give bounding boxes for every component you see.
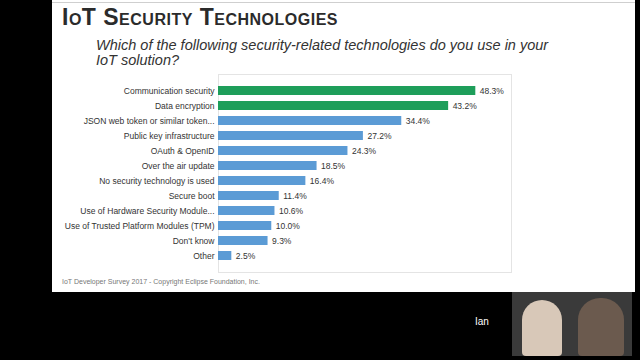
html-text:IoT Security Technologies: IoT Security Technologies	[62, 4, 338, 30]
svg-text:48.3%: 48.3%	[480, 86, 505, 96]
svg-text:Use of Hardware Security Modul: Use of Hardware Security Module...	[80, 206, 214, 216]
svg-text:Don't know: Don't know	[173, 236, 216, 246]
svg-text:18.5%: 18.5%	[321, 161, 346, 171]
svg-text:34.4%: 34.4%	[406, 116, 431, 126]
svg-text:24.3%: 24.3%	[352, 146, 377, 156]
svg-text:16.4%: 16.4%	[310, 176, 335, 186]
svg-text:10.0%: 10.0%	[276, 221, 301, 231]
svg-text:11.4%: 11.4%	[283, 191, 307, 201]
svg-text:9.3%: 9.3%	[272, 236, 292, 246]
html-text:IoT Developer Survey 2017 - Co: IoT Developer Survey 2017 - Copyright Ec…	[62, 278, 260, 285]
svg-text:43.2%: 43.2%	[453, 101, 478, 111]
svg-text:Public key infrastructure: Public key infrastructure	[124, 131, 215, 141]
svg-text:Data encryption: Data encryption	[155, 101, 215, 111]
html-text:Which of the following securit: Which of the following security-related …	[96, 37, 549, 68]
svg-text:2.5%: 2.5%	[236, 251, 256, 261]
svg-text:No security technology is used: No security technology is used	[99, 176, 215, 186]
svg-text:Over the air update: Over the air update	[142, 161, 215, 171]
svg-text:10.6%: 10.6%	[279, 206, 304, 216]
svg-text:JSON web token or similar toke: JSON web token or similar token...	[84, 116, 215, 126]
svg-text:Use of Trusted Platform Module: Use of Trusted Platform Modules (TPM)	[65, 221, 215, 231]
svg-text:Other: Other	[193, 251, 214, 261]
svg-text:Communication security: Communication security	[124, 86, 215, 96]
svg-text:Secure boot: Secure boot	[169, 191, 215, 201]
html-text:Ian: Ian	[475, 316, 489, 327]
svg-text:OAuth & OpenID: OAuth & OpenID	[151, 146, 215, 156]
svg-text:27.2%: 27.2%	[367, 131, 392, 141]
